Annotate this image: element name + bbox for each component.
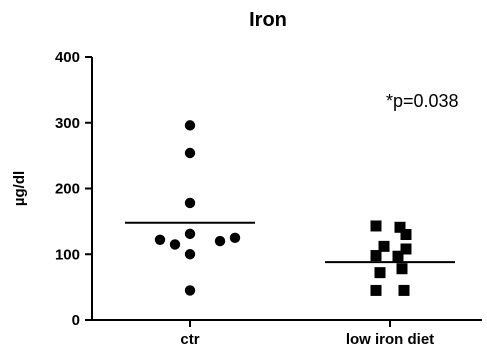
data-point-1-7 — [396, 263, 408, 275]
data-point-1-6 — [392, 250, 404, 262]
chart-title: Iron — [249, 9, 287, 31]
series-1 — [325, 220, 455, 296]
data-point-1-5 — [370, 250, 382, 262]
y-tick-label-200: 200 — [55, 181, 80, 198]
data-point-1-4 — [400, 243, 412, 255]
series-0 — [125, 120, 255, 296]
data-point-0-2 — [184, 197, 196, 209]
data-point-1-8 — [374, 267, 386, 279]
x-ticks-group: ctr low iron diet — [180, 320, 434, 348]
data-point-0-9 — [184, 285, 196, 296]
data-point-0-3 — [184, 228, 196, 240]
data-point-0-4 — [154, 234, 166, 245]
x-tick-label-1: low iron diet — [346, 331, 434, 348]
data-point-0-7 — [169, 239, 181, 250]
data-point-0-8 — [184, 249, 196, 260]
y-tick-label-0: 0 — [72, 312, 80, 329]
data-point-0-0 — [184, 120, 196, 131]
data-point-1-0 — [370, 220, 382, 232]
data-marks-group — [125, 120, 455, 296]
data-point-1-1 — [394, 221, 406, 233]
y-tick-label-100: 100 — [55, 246, 80, 263]
y-tick-label-300: 300 — [55, 115, 80, 132]
data-point-0-6 — [229, 232, 241, 244]
data-point-1-3 — [378, 240, 390, 252]
x-tick-label-0: ctr — [180, 331, 199, 348]
data-point-1-10 — [398, 284, 410, 296]
y-ticks-group: 0 100 200 300 400 — [55, 49, 92, 329]
y-tick-label-400: 400 — [55, 49, 80, 66]
data-point-0-5 — [214, 235, 226, 247]
y-axis-label: µg/dl — [11, 171, 28, 206]
p-value-annotation: *p=0.038 — [386, 91, 459, 111]
data-point-1-2 — [400, 229, 412, 241]
data-point-0-1 — [184, 147, 196, 159]
data-point-1-9 — [370, 284, 382, 296]
